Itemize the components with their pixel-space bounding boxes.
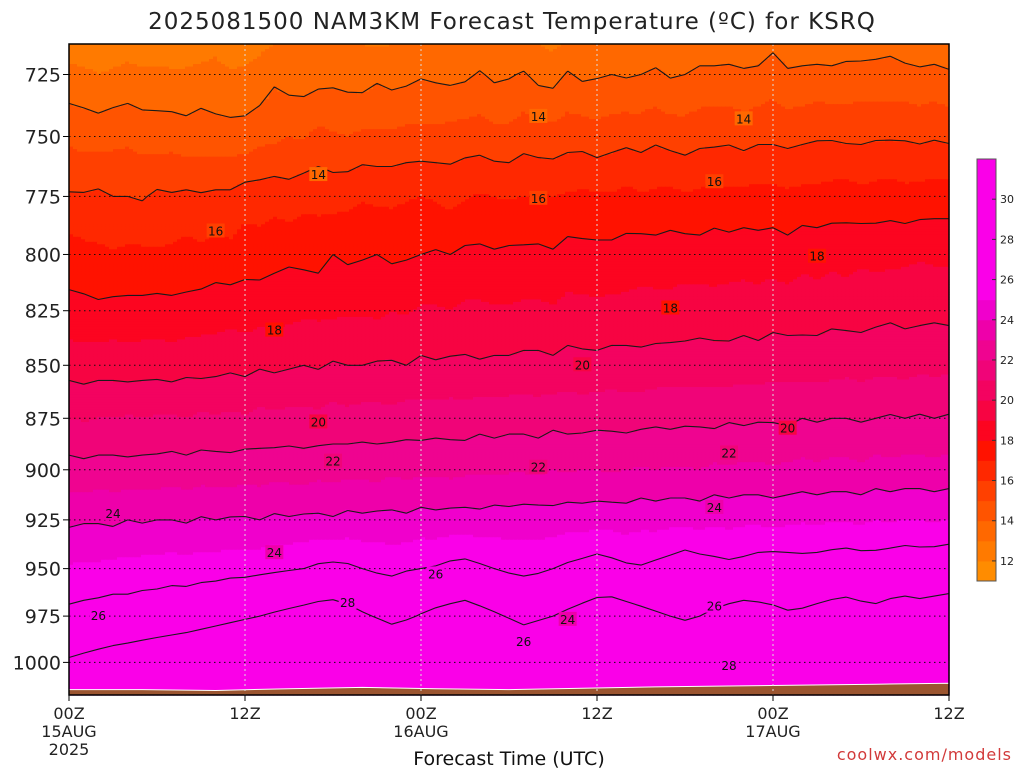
temperature-fill	[69, 44, 950, 696]
chart-title: 2025081500 NAM3KM Forecast Temperature (…	[148, 9, 876, 35]
